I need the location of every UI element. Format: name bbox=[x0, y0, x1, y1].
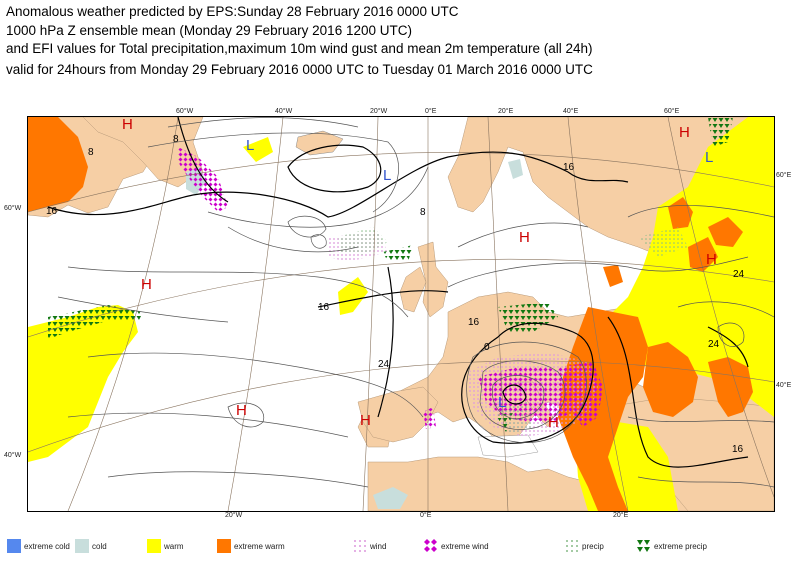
high-pressure-label: H bbox=[360, 412, 371, 429]
legend-item-extreme-cold: extreme cold bbox=[7, 537, 70, 555]
lon-label-bottom-20w: 20°W bbox=[225, 512, 243, 519]
title-line-3: and EFI values for Total precipitation,m… bbox=[6, 41, 593, 56]
contour-label-24: 24 bbox=[708, 339, 720, 350]
low-pressure-label: L bbox=[705, 149, 713, 166]
lon-label-40e: 40°E bbox=[563, 108, 579, 115]
legend-swatch-cold bbox=[75, 539, 89, 553]
title-block: Anomalous weather predicted by EPS:Sunda… bbox=[6, 3, 796, 79]
contour-label-8: 8 bbox=[88, 147, 94, 158]
legend-label: warm bbox=[164, 541, 184, 551]
lon-label-40w: 40°W bbox=[275, 108, 293, 115]
legend-label: cold bbox=[92, 541, 107, 551]
title-line-1: Anomalous weather predicted by EPS:Sunda… bbox=[6, 4, 459, 19]
legend-item-warm: warm bbox=[147, 537, 184, 555]
lat-label-40w: 40°W bbox=[4, 452, 22, 459]
low-pressure-label: L bbox=[246, 137, 254, 154]
extreme-wind-layer bbox=[178, 147, 603, 429]
legend-swatch-extreme-cold bbox=[7, 539, 21, 553]
isobars bbox=[47, 117, 774, 488]
title-line-4: valid for 24hours from Monday 29 Februar… bbox=[6, 61, 593, 77]
legend-label: wind bbox=[370, 541, 387, 551]
contour-label-16: 16 bbox=[318, 302, 330, 313]
contour-label-16: 16 bbox=[732, 444, 744, 455]
contour-label-8: 8 bbox=[420, 207, 426, 218]
legend-swatch-precip bbox=[565, 539, 579, 553]
contour-label-8: 8 bbox=[173, 134, 179, 145]
contour-labels: 8 8 8 0 16 16 16 16 16 24 24 24 bbox=[46, 134, 745, 455]
legend-item-wind: wind bbox=[353, 537, 386, 555]
legend-item-extreme-precip: extreme precip bbox=[637, 537, 707, 555]
extreme-warm-anomaly-layer bbox=[28, 117, 753, 511]
contour-label-16: 16 bbox=[563, 162, 575, 173]
high-pressure-label: H bbox=[141, 276, 152, 293]
lat-label-60w: 60°W bbox=[4, 205, 22, 212]
weather-map: 8 8 8 0 16 16 16 16 16 24 24 24 H H H H … bbox=[27, 116, 775, 512]
lat-label-60e: 60°E bbox=[776, 172, 792, 179]
legend-item-precip: precip bbox=[565, 537, 604, 555]
low-pressure-label: L bbox=[498, 394, 506, 411]
extreme-precip-layer bbox=[48, 117, 733, 432]
title-line-2: 1000 hPa Z ensemble mean (Monday 29 Febr… bbox=[6, 22, 412, 38]
lat-label-40e: 40°E bbox=[776, 382, 792, 389]
lon-label-60e: 60°E bbox=[664, 108, 680, 115]
legend-label: extreme wind bbox=[441, 541, 489, 551]
contour-label-8: 0 bbox=[484, 342, 490, 353]
lon-label-bottom-0e: 0°E bbox=[420, 512, 432, 519]
legend-item-extreme-warm: extreme warm bbox=[217, 537, 285, 555]
high-pressure-label: H bbox=[236, 402, 247, 419]
legend-item-cold: cold bbox=[75, 537, 107, 555]
legend-swatch-extreme-wind bbox=[424, 539, 438, 553]
graticule bbox=[28, 117, 774, 511]
high-pressure-label: H bbox=[679, 124, 690, 141]
lon-label-20w: 20°W bbox=[370, 108, 388, 115]
legend-swatch-extreme-warm bbox=[217, 539, 231, 553]
lon-label-0e: 0°E bbox=[425, 108, 437, 115]
legend-swatch-warm bbox=[147, 539, 161, 553]
contour-label-16: 16 bbox=[46, 206, 58, 217]
legend-swatch-wind bbox=[353, 539, 367, 553]
legend-label: precip bbox=[582, 541, 604, 551]
contour-label-24: 24 bbox=[733, 269, 745, 280]
legend-swatch-extreme-precip bbox=[637, 539, 651, 553]
lon-label-60w: 60°W bbox=[176, 108, 194, 115]
legend: extreme cold cold warm extreme warm wind… bbox=[0, 537, 800, 561]
legend-label: extreme cold bbox=[24, 541, 70, 551]
legend-item-extreme-wind: extreme wind bbox=[424, 537, 489, 555]
legend-label: extreme warm bbox=[234, 541, 285, 551]
contour-label-24: 24 bbox=[378, 359, 390, 370]
low-pressure-label: L bbox=[383, 167, 391, 184]
high-pressure-label: H bbox=[706, 251, 717, 268]
lon-label-20e: 20°E bbox=[498, 108, 514, 115]
pressure-centers: H H H H H H H H L L L L bbox=[122, 117, 717, 431]
legend-label: extreme precip bbox=[654, 541, 707, 551]
high-pressure-label: H bbox=[122, 117, 133, 133]
lon-label-bottom-20e: 20°E bbox=[613, 512, 629, 519]
high-pressure-label: H bbox=[548, 414, 559, 431]
contour-label-16: 16 bbox=[468, 317, 480, 328]
high-pressure-label: H bbox=[519, 229, 530, 246]
